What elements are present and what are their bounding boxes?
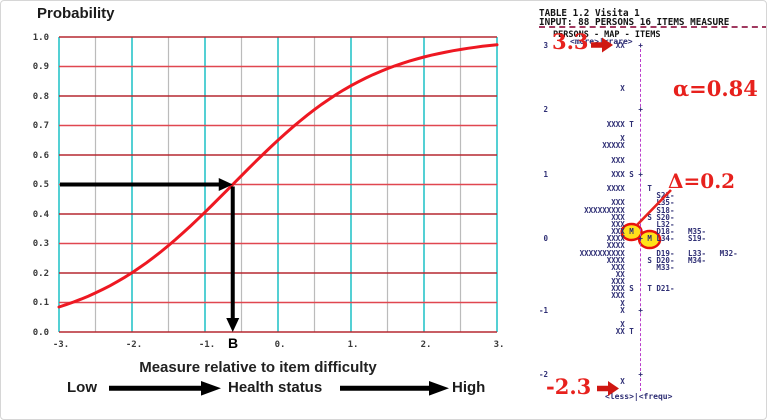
person-item-map-body: 3 XX + X 2 + XXXX T X XXXXX XXX 1 XXX S …	[539, 41, 738, 387]
map-top-scale-label: <more>|<rare>	[570, 37, 633, 46]
y-tick-label: 0.6	[32, 150, 49, 161]
map-bottom-scale-label: <less>|<frequ>	[605, 392, 673, 401]
y-tick-label: 0.8	[32, 91, 49, 102]
item-mean-circle	[637, 229, 662, 250]
x-tick-label: 1.	[347, 340, 359, 350]
legend-high-label: High	[452, 379, 486, 396]
person-min-measure-annotation: -2.3	[546, 374, 592, 399]
map-title: PERSONS - MAP - ITEMS	[553, 30, 661, 40]
person-max-arrow-icon	[591, 37, 613, 53]
x-tick-label: -3.	[52, 340, 70, 350]
delta-annotation: Δ=0.2	[668, 169, 736, 193]
person-mean-circle	[620, 222, 643, 242]
x-tick-label: -1.	[198, 340, 216, 350]
y-tick-label: 0.7	[32, 121, 49, 131]
item-difficulty-b-label: B	[228, 335, 239, 351]
y-tick-label: 0.5	[32, 180, 49, 190]
icc-curve	[57, 43, 499, 309]
y-tick-label: 0.1	[32, 298, 49, 308]
x-tick-label: 2.	[420, 340, 432, 350]
map-table-header: TABLE 1.2 Visita 1	[539, 8, 640, 19]
p50-horizontal-arrowhead-icon	[218, 178, 233, 191]
y-tick-label: 0.9	[32, 62, 49, 72]
header-separator	[539, 26, 766, 28]
legend-health-status-label: Health status	[228, 379, 323, 396]
y-tick-label: 1.0	[32, 32, 49, 43]
x-tick-label: -2.	[125, 340, 143, 350]
legend-low-label: Low	[67, 379, 97, 396]
cronbach-alpha-annotation: α=0.84	[673, 76, 758, 101]
delta-pointer-line	[636, 189, 672, 226]
red-annotation-graphics	[591, 37, 672, 396]
person-min-arrow-icon	[597, 381, 619, 396]
y-axis-title: Probability	[37, 5, 115, 22]
legend-arrow-left-icon	[109, 381, 221, 396]
x-tick-label: 0.	[274, 340, 286, 350]
probability-curve-plot	[57, 36, 499, 396]
person-max-measure-annotation: 3.3	[552, 29, 589, 54]
y-tick-label: 0.0	[32, 327, 49, 338]
mean-marker-highlights	[620, 222, 662, 250]
map-input-header: INPUT: 88 PERSONS 16 ITEMS MEASURE	[539, 17, 730, 28]
x-tick-label: 3.	[493, 340, 505, 350]
map-measure-axis-dashed-line	[640, 44, 641, 391]
y-tick-label: 0.3	[32, 239, 49, 249]
y-tick-label: 0.2	[32, 268, 49, 279]
legend-arrow-right-icon	[340, 381, 449, 396]
b-vertical-arrowhead-icon	[226, 318, 240, 332]
x-axis-title: Measure relative to item difficulty	[139, 359, 377, 376]
y-tick-label: 0.4	[32, 209, 49, 220]
